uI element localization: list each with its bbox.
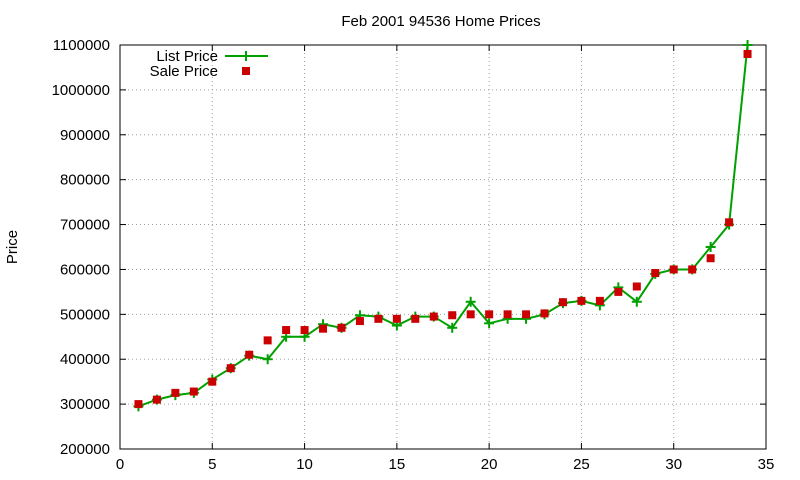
sale-price-point — [558, 298, 567, 307]
legend: List Price Sale Price — [150, 48, 268, 80]
sale-price-point — [466, 310, 475, 319]
list-price-point — [631, 296, 642, 307]
sale-price-point — [706, 254, 715, 263]
x-tick-label: 0 — [116, 456, 124, 473]
x-tick-label: 10 — [296, 456, 313, 473]
x-tick-labels: 0 5 10 15 20 25 30 35 — [116, 456, 775, 473]
list-price-line — [138, 45, 749, 408]
x-tick-label: 5 — [208, 456, 216, 473]
sale-price-point — [632, 282, 641, 291]
sale-price-point — [152, 395, 161, 404]
y-tick-label: 300000 — [60, 396, 110, 413]
sale-price-point — [411, 314, 420, 323]
sale-price-point — [355, 317, 364, 326]
sale-price-point — [226, 364, 235, 373]
legend-swatch-sale-price — [242, 67, 250, 75]
x-tick-label: 35 — [758, 456, 775, 473]
sale-price-point — [282, 326, 291, 335]
y-tick-label: 400000 — [60, 351, 110, 368]
sale-price-point — [614, 287, 623, 296]
sale-price-point — [263, 336, 272, 345]
sale-price-point — [171, 388, 180, 397]
list-price-point — [705, 242, 716, 252]
axis-ticks — [119, 44, 767, 450]
y-tick-label: 500000 — [60, 306, 110, 323]
list-price-point — [465, 296, 476, 307]
legend-label-sale-price: Sale Price — [150, 63, 218, 80]
y-tick-label: 200000 — [60, 441, 110, 458]
sale-price-point — [300, 326, 309, 335]
sale-price-point — [485, 310, 494, 319]
sale-price-point — [208, 377, 217, 386]
y-tick-label: 1000000 — [52, 82, 110, 99]
y-tick-label: 800000 — [60, 172, 110, 189]
sale-price-point — [669, 265, 678, 274]
y-tick-label: 1100000 — [53, 37, 110, 54]
y-tick-labels: 200000 300000 400000 500000 600000 700000 8000… — [52, 37, 110, 458]
list-price-point — [742, 40, 753, 50]
legend-label-list-price: List Price — [156, 48, 218, 65]
x-tick-label: 20 — [481, 456, 498, 473]
sale-price-point — [374, 314, 383, 323]
sale-price-point — [651, 269, 660, 278]
sale-price-point — [725, 218, 734, 227]
list-price-point — [484, 318, 495, 329]
grid-lines — [120, 45, 766, 449]
sale-price-point — [337, 323, 346, 332]
x-tick-label: 15 — [389, 456, 406, 473]
sale-price-point — [595, 296, 604, 305]
plot-frame — [119, 44, 767, 450]
sale-price-point — [134, 400, 143, 409]
sale-price-point — [743, 49, 752, 58]
x-tick-label: 30 — [665, 456, 682, 473]
y-tick-label: 700000 — [60, 217, 110, 234]
sale-price-point — [392, 314, 401, 323]
sale-price-point — [245, 350, 254, 359]
sale-price-point — [503, 310, 512, 319]
sale-price-point — [448, 311, 457, 320]
list-price-point — [447, 322, 458, 333]
sale-price-point — [189, 387, 198, 396]
legend-plus-marker — [241, 51, 251, 61]
sale-price-point — [577, 296, 586, 305]
chart-title: Feb 2001 94536 Home Prices — [341, 13, 540, 30]
sale-price-point — [319, 324, 328, 333]
sale-price-point — [540, 309, 549, 318]
y-axis-label: Price — [4, 230, 21, 264]
x-tick-label: 25 — [573, 456, 590, 473]
y-tick-label: 900000 — [60, 127, 110, 144]
sale-price-point — [522, 310, 531, 319]
series-layer — [133, 40, 753, 412]
list-price-point — [262, 354, 273, 365]
sale-price-point — [688, 265, 697, 274]
y-tick-label: 600000 — [60, 261, 110, 278]
sale-price-point — [429, 312, 438, 321]
